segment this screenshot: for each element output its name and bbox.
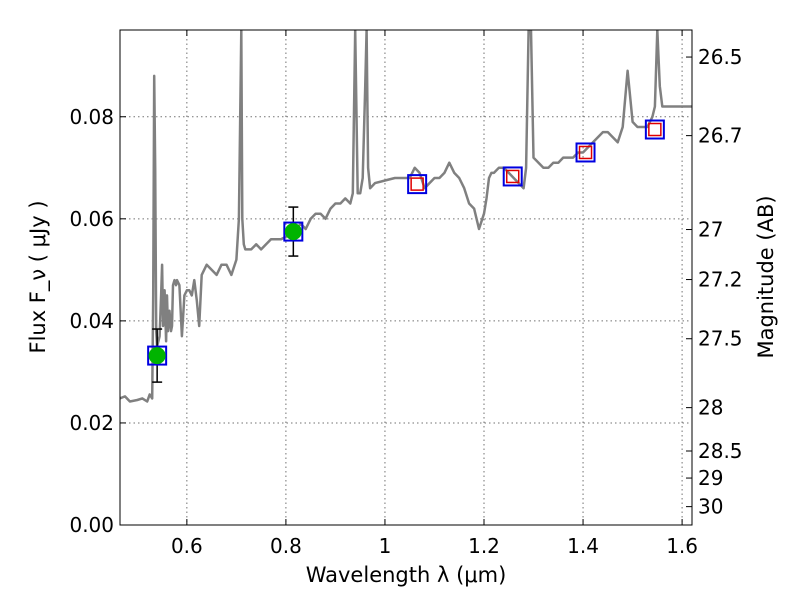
model-photometry-square <box>644 119 665 140</box>
grid <box>120 30 692 525</box>
x-axis-title: Wavelength λ (μm) <box>306 563 507 587</box>
plot-background <box>120 30 692 525</box>
y-tick-label: 0.02 <box>69 411 114 435</box>
y-tick-label: 0.04 <box>69 309 114 333</box>
ticks <box>120 30 692 526</box>
observed-photometry-point <box>148 347 166 365</box>
predicted-photometry-square <box>648 122 662 137</box>
predicted-photometry-square <box>578 145 593 160</box>
right-tick-label: 28.5 <box>698 439 743 463</box>
tick-labels: 0.6 0.8 1 1.2 1.4 1.6 0.00 0.02 0.04 0.06 0.08 26.5… <box>69 45 742 558</box>
model-photometry-square <box>575 142 596 163</box>
right-tick-label: 26.5 <box>698 45 743 69</box>
y-tick-label: 0.06 <box>69 207 114 231</box>
y-tick-label: 0.08 <box>69 105 114 129</box>
x-tick-label: 1 <box>379 534 392 558</box>
right-tick-label: 29 <box>698 466 723 490</box>
right-tick-label: 28 <box>698 396 723 420</box>
right-tick-label: 27 <box>698 218 723 242</box>
right-tick-label: 27.2 <box>698 268 743 292</box>
right-axis-title: Magnitude (AB) <box>754 195 778 358</box>
x-tick-label: 0.8 <box>270 534 302 558</box>
model-photometry-square <box>147 345 168 366</box>
model-photometry-square <box>407 174 428 195</box>
right-tick-label: 26.7 <box>698 124 743 148</box>
x-tick-label: 1.6 <box>666 534 698 558</box>
x-tick-label: 1.2 <box>468 534 500 558</box>
x-tick-label: 0.6 <box>171 534 203 558</box>
model-photometry-square <box>283 221 304 242</box>
y-axis-title: Flux F_ν ( μJy ) <box>26 200 51 353</box>
y-tick-label: 0.00 <box>69 513 114 537</box>
right-tick-label: 27.5 <box>698 327 743 351</box>
observed-photometry-point <box>284 223 302 241</box>
predicted-photometry-square <box>410 177 424 191</box>
plot-frame <box>119 29 693 526</box>
x-tick-label: 1.4 <box>567 534 599 558</box>
model-photometry-square <box>502 166 523 187</box>
right-tick-label: 30 <box>698 495 723 519</box>
predicted-photometry-square <box>505 169 520 184</box>
data-layer <box>120 30 692 403</box>
